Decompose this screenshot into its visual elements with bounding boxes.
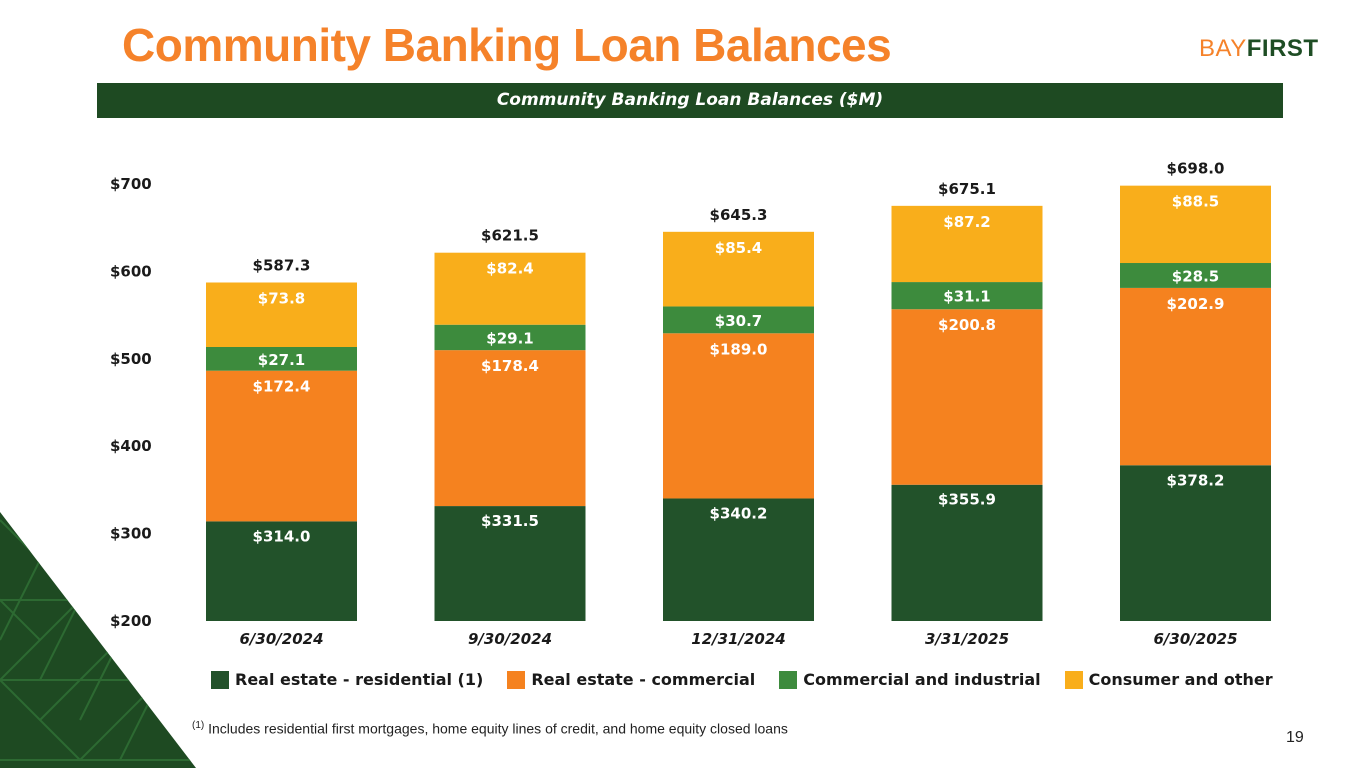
bar-segment	[891, 205, 1043, 283]
y-tick-label: $400	[110, 437, 152, 455]
bar-segment	[434, 324, 586, 351]
legend-swatch	[507, 670, 526, 689]
page-number: 19	[1286, 729, 1304, 746]
bar-segment	[206, 521, 357, 621]
legend-swatch	[211, 670, 229, 689]
bar-segment	[891, 309, 1043, 485]
data-label: $189.0	[710, 340, 768, 358]
total-label: $675.1	[938, 180, 996, 198]
data-label: $331.5	[481, 512, 539, 530]
data-label: $31.1	[943, 288, 990, 306]
bar-segment	[1120, 263, 1271, 288]
y-tick-label: $300	[110, 525, 152, 543]
y-tick-label: $200	[110, 612, 152, 630]
legend-label: Real estate - commercial	[531, 670, 756, 689]
footnote-text: Includes residential first mortgages, ho…	[208, 720, 788, 737]
x-tick-label: 3/31/2025	[925, 630, 1009, 648]
y-tick-label: $600	[110, 262, 152, 280]
bar-segment	[663, 231, 814, 307]
x-tick-label: 12/31/2024	[691, 630, 785, 648]
bar-segment	[891, 484, 1043, 621]
data-label: $340.2	[710, 504, 768, 522]
total-label: $698.0	[1167, 160, 1225, 178]
footnote-marker: (1)	[192, 720, 205, 731]
corner-decoration	[0, 512, 196, 768]
chart-legend: Real estate - residential (1) Real estate…	[211, 670, 1297, 689]
data-label: $88.5	[1172, 193, 1219, 211]
legend-label: Commercial and industrial	[803, 670, 1041, 689]
chart-banner: Community Banking Loan Balances ($M)	[97, 83, 1283, 118]
bayfirst-logo: BAYFIRST	[1199, 35, 1319, 63]
legend-entry: Real estate - residential (1)	[211, 670, 483, 689]
bar-segment	[663, 306, 814, 334]
bar-segment	[1120, 465, 1271, 621]
bar-segment	[434, 252, 586, 325]
bar-segment	[663, 498, 814, 621]
total-label: $621.5	[481, 227, 539, 245]
legend-label: Consumer and other	[1088, 670, 1273, 689]
legend-swatch	[1064, 670, 1083, 689]
y-tick-label: $700	[110, 175, 152, 193]
data-label: $27.1	[258, 351, 305, 369]
page-title: Community Banking Loan Balances	[122, 19, 892, 71]
x-tick-label: 9/30/2024	[468, 630, 552, 648]
data-label: $85.4	[715, 239, 762, 257]
bar-segment	[434, 506, 586, 621]
bar-segment	[1120, 287, 1271, 466]
data-label: $314.0	[253, 527, 311, 545]
total-label: $645.3	[710, 206, 768, 224]
footnote: (1) Includes residential first mortgages…	[192, 720, 788, 737]
y-tick-label: $500	[110, 350, 152, 368]
legend-entry: Real estate - commercial	[507, 670, 755, 689]
bar-segment	[206, 282, 357, 348]
bar-segment	[434, 350, 586, 507]
data-label: $82.4	[486, 260, 533, 278]
data-label: $30.7	[715, 312, 762, 330]
data-label: $28.5	[1172, 267, 1219, 285]
bar-segment	[206, 347, 357, 371]
legend-entry: Commercial and industrial	[779, 670, 1041, 689]
x-tick-label: 6/30/2025	[1153, 630, 1237, 648]
data-label: $87.2	[943, 213, 990, 231]
data-label: $202.9	[1167, 295, 1225, 313]
data-label: $29.1	[486, 329, 533, 347]
data-label: $378.2	[1167, 471, 1225, 489]
legend-swatch	[779, 670, 798, 689]
data-label: $178.4	[481, 357, 539, 375]
bar-segment	[891, 282, 1043, 310]
bar-segment	[206, 370, 357, 522]
data-label: $355.9	[938, 491, 996, 509]
bar-segment	[663, 333, 814, 499]
legend-label: Real estate - residential (1)	[235, 670, 484, 689]
total-label: $587.3	[253, 256, 311, 274]
logo-part-first: FIRST	[1246, 35, 1319, 62]
x-tick-label: 6/30/2024	[239, 630, 323, 648]
legend-entry: Consumer and other	[1064, 670, 1273, 689]
bar-segment	[1120, 185, 1271, 264]
data-label: $73.8	[258, 289, 305, 307]
data-label: $200.8	[938, 316, 996, 334]
logo-part-bay: BAY	[1199, 35, 1247, 62]
data-label: $172.4	[253, 378, 311, 396]
